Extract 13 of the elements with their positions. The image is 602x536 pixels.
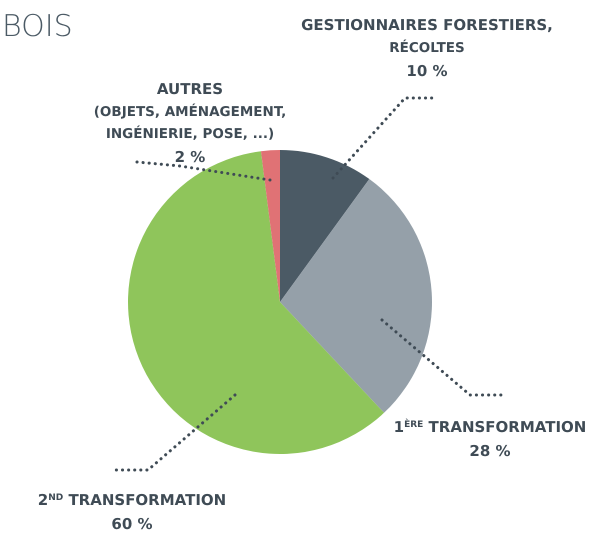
chart-title: BOIS (2, 9, 73, 44)
pie-slice (280, 179, 432, 413)
pie-slice (260, 150, 280, 302)
slice-label: AUTRES (OBJETS, AMÉNAGEMENT, INGÉNIERIE, POSE, ...) (94, 80, 286, 142)
slice-label: GESTIONNAIRES FORESTIERS, RÉCOLTES (301, 16, 553, 56)
data-label: 10 % (406, 62, 448, 80)
slice-label: 2$^{ND}$ TRANSFORMATION (38, 491, 226, 509)
slice-label: 1$^{ÈRE}$ TRANSFORMATION (394, 418, 586, 436)
pie-slice (128, 151, 384, 454)
data-label: 60 % (111, 515, 153, 533)
pie-slice (280, 150, 370, 302)
data-label: 28 % (469, 442, 511, 460)
data-label: 2 % (174, 148, 206, 166)
